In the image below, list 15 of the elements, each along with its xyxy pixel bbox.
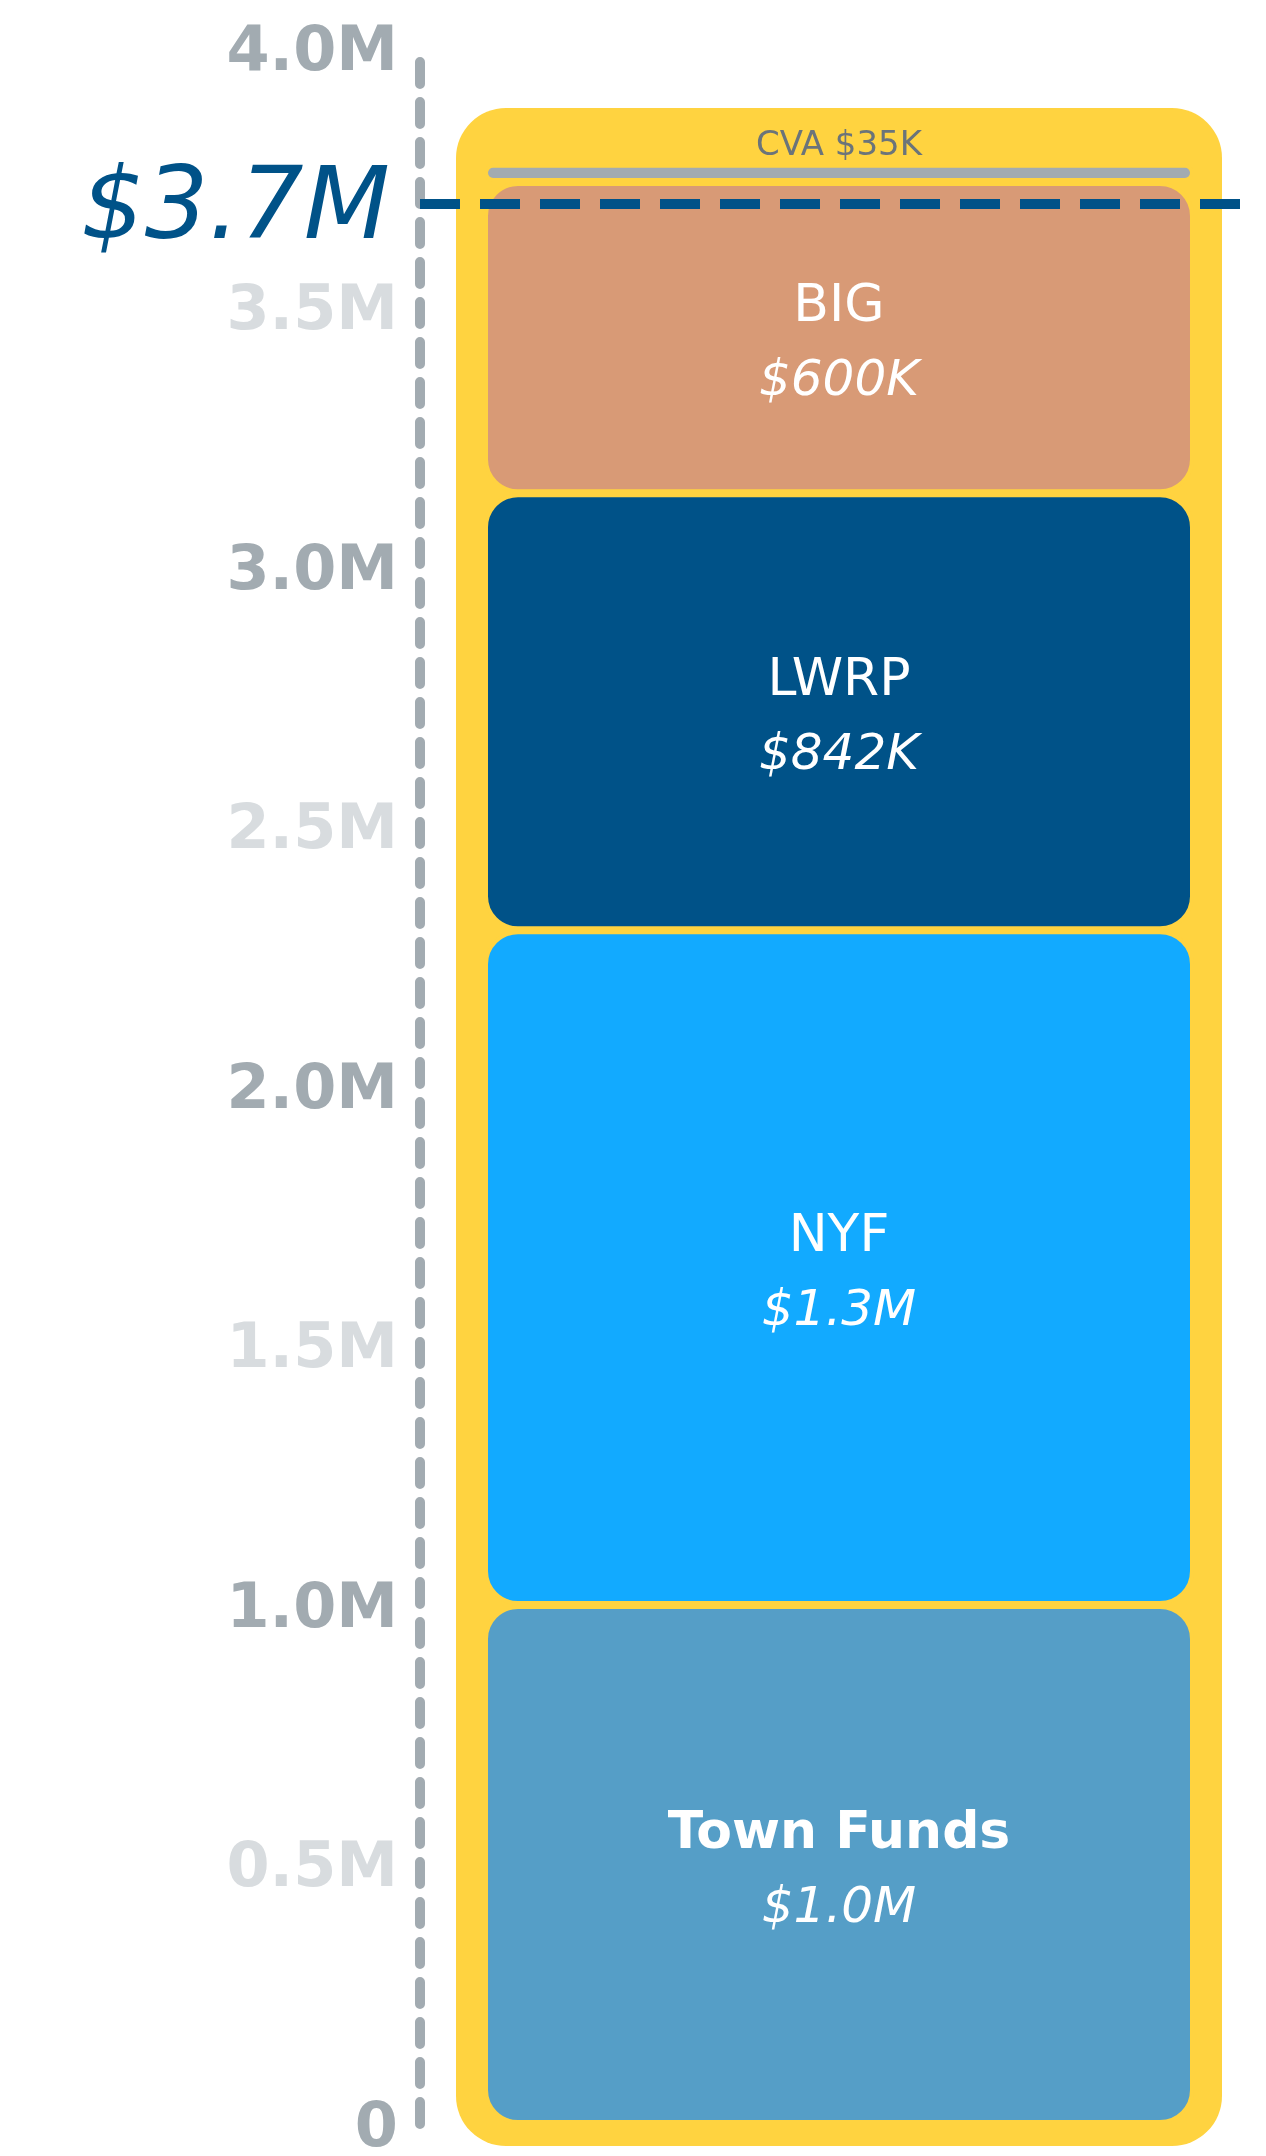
ref-line-label: $3.7M (81, 145, 390, 263)
series-label: Town Funds (667, 1799, 1011, 1860)
data-label: $842K (758, 722, 924, 781)
y-tick-label: 0 (354, 2087, 398, 2156)
y-tick-label: 4.0M (226, 11, 398, 85)
series-label: LWRP (767, 646, 911, 707)
data-label: $1.3M (761, 1278, 917, 1337)
y-tick-label: 1.0M (226, 1568, 398, 1642)
series-label: BIG (793, 272, 885, 333)
data-label: $1.0M (761, 1875, 917, 1934)
data-label: $600K (758, 348, 924, 407)
series-label: NYF (788, 1202, 890, 1263)
text: CVA $35K (755, 122, 923, 163)
y-tick-label: 3.0M (226, 530, 398, 604)
y-tick-label: 2.0M (226, 1049, 398, 1123)
